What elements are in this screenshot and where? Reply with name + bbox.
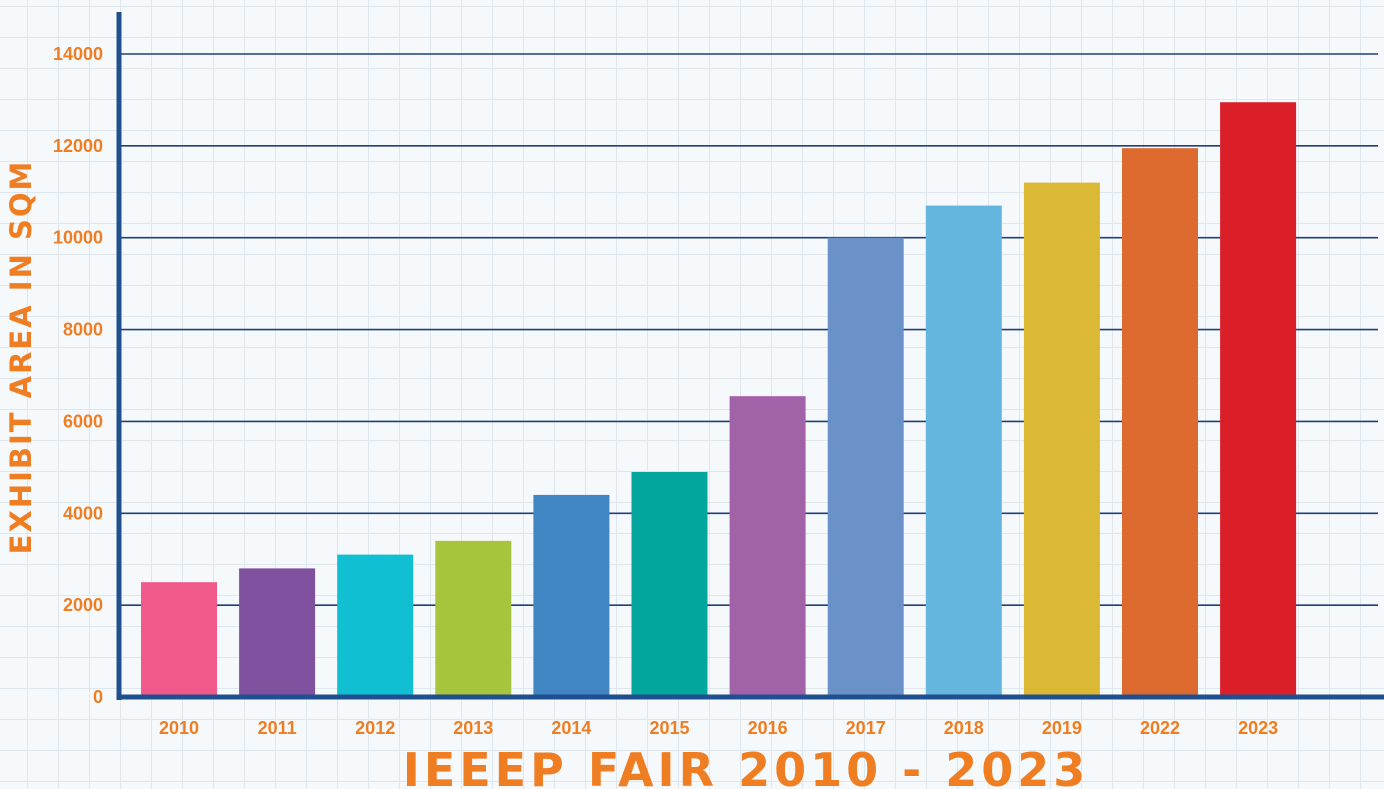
axes: [116, 12, 1384, 700]
y-tick-label: 0: [93, 687, 103, 707]
chart-title: IEEEP FAIR 2010 - 2023: [403, 743, 1090, 789]
x-tick-label: 2019: [1042, 718, 1082, 738]
y-tick-label: 4000: [63, 503, 103, 523]
x-tick-label: 2014: [551, 718, 591, 738]
bar-2016: [729, 396, 806, 697]
x-tick-label: 2012: [355, 718, 395, 738]
x-tick-label: 2023: [1238, 718, 1278, 738]
x-tick-label: 2018: [944, 718, 984, 738]
y-tick-label: 14000: [53, 44, 103, 64]
bar-2014: [533, 494, 610, 697]
x-tick-labels: 2010 2011 2012 2013 2014 2015 2016 2017 2018 2019…: [159, 718, 1278, 738]
y-tick-label: 6000: [63, 411, 103, 431]
bar-2011: [239, 568, 316, 697]
x-tick-label: 2015: [649, 718, 689, 738]
x-tick-label: 2011: [258, 718, 297, 738]
bar-2010: [141, 582, 217, 697]
x-tick-label: 2013: [453, 718, 493, 738]
x-tick-label: 2016: [748, 718, 788, 738]
y-tick-labels: 0 2000 4000 6000 8000 10000 12000 14000: [53, 44, 103, 707]
x-tick-label: 2010: [159, 718, 199, 738]
x-tick-label: 2022: [1140, 718, 1180, 738]
bar-2013: [435, 540, 512, 697]
x-tick-label: 2017: [846, 718, 886, 738]
y-tick-label: 2000: [63, 595, 103, 615]
y-tick-label: 8000: [63, 320, 103, 340]
y-tick-label: 10000: [53, 228, 103, 248]
bars: [141, 102, 1297, 698]
bar-2012: [337, 554, 414, 697]
bar-2022: [1122, 148, 1198, 697]
bar-2018: [925, 205, 1002, 698]
bar-2019: [1023, 182, 1100, 698]
y-tick-label: 12000: [53, 136, 103, 156]
bar-2017: [827, 237, 904, 697]
bar-2015: [631, 471, 708, 697]
y-axis-label: EXHIBIT AREA IN SQM: [4, 160, 38, 555]
bar-2023: [1220, 102, 1297, 698]
